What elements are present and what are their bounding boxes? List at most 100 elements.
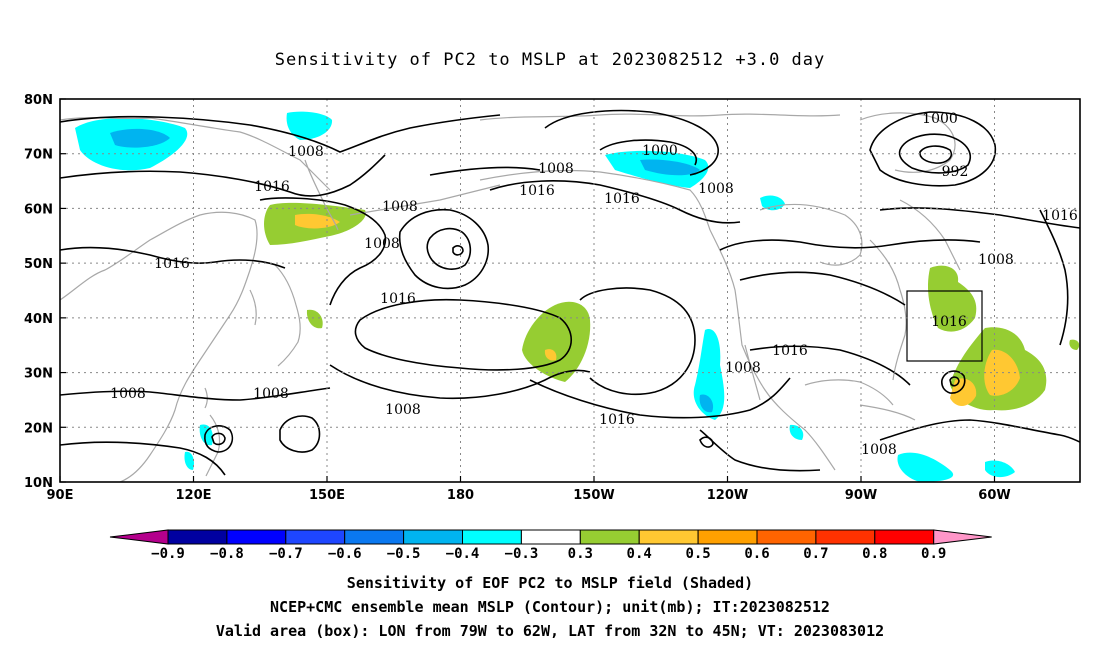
contour-1008-trop2 (60, 441, 226, 476)
contour-1008-okhotsk (259, 197, 387, 306)
contour-typhoon-inner (211, 432, 226, 446)
contour-greenland-992 (898, 133, 971, 174)
contour-1016-center (579, 287, 696, 396)
colorbar-swatch (403, 529, 464, 545)
chart-title: Sensitivity of PC2 to MSLP at 2023082512… (274, 50, 826, 70)
neg-region-atlantic (985, 460, 1015, 478)
contour-low-pacific-inner (426, 227, 472, 270)
contour-labels: 1008 1016 1008 1008 1016 1016 1008 1008 1000 1008… (110, 111, 1078, 458)
contour-label: 1008 (725, 360, 761, 376)
neg-region-alaska-inner (640, 159, 700, 176)
colorbar-label: 0.5 (685, 546, 710, 562)
contour-1008-small (699, 436, 714, 448)
contour-label: 1016 (154, 256, 190, 272)
contour-alaska-low (544, 109, 719, 176)
neg-region-mexico-inner (699, 394, 714, 413)
coast-cuba (859, 404, 916, 421)
colorbar-label: −0.7 (269, 546, 303, 562)
neg-region-carib (897, 452, 954, 482)
contour-1016-mid (489, 180, 741, 224)
colorbar-swatch (285, 529, 346, 545)
lon-label: 90E (47, 488, 74, 503)
contour-canada2 (739, 271, 906, 306)
colorbar-swatch (344, 529, 405, 545)
contour-1016-nw (60, 154, 386, 197)
colorbar-label: −0.8 (210, 546, 244, 562)
lon-label: 120W (707, 488, 748, 503)
contour-label: 1016 (380, 291, 416, 307)
lon-label: 90W (845, 488, 877, 503)
contour-east-1016 (879, 207, 1080, 229)
colorbar-label: −0.6 (328, 546, 362, 562)
coast-korea (249, 289, 257, 326)
contour-hurricane-inner (949, 376, 960, 387)
colorbar-swatch (874, 529, 935, 545)
contour-hurricane (941, 370, 966, 394)
contour-canada (719, 239, 981, 251)
neg-region-scs (184, 451, 195, 470)
colorbar-swatch (226, 529, 287, 545)
contour-label: 1016 (599, 412, 635, 428)
neg-region-philippines (199, 424, 213, 446)
contour-label: 1008 (538, 161, 574, 177)
contour-label: 1016 (254, 179, 290, 195)
pos-region-atl-small (1069, 339, 1080, 350)
contour-greenland-inner (919, 145, 953, 164)
coast-hudson (759, 203, 863, 266)
colorbar-swatch (520, 529, 581, 545)
colorbar-label: 0.6 (744, 546, 769, 562)
colorbar-label: 0.8 (862, 546, 887, 562)
mslp-contours (60, 109, 1080, 476)
neg-region-siberia-inner (110, 128, 170, 148)
contour-label: 1000 (922, 111, 958, 127)
colorbar-label: −0.3 (505, 546, 539, 562)
contour-1000 (599, 139, 697, 166)
coast-labrador (899, 199, 961, 271)
pos-region-japan2 (306, 309, 323, 329)
contour-1008-nw (60, 114, 501, 153)
contour-low-pacific (398, 208, 490, 290)
colorbar-label: 0.3 (568, 546, 593, 562)
colorbar-swatch (756, 529, 817, 545)
colorbar-swatch (638, 529, 699, 545)
coast-baja (744, 344, 761, 401)
contour-low-pacific-core (452, 245, 464, 256)
latitude-labels: 80N 70N 60N 50N 40N 30N 20N 10N (24, 93, 66, 491)
colorbar-label: 0.9 (921, 546, 946, 562)
contour-label: 1016 (519, 183, 555, 199)
colorbar-label: 0.4 (627, 546, 652, 562)
contour-label: 1016 (1042, 208, 1078, 224)
contour-label: 1016 (604, 191, 640, 207)
contour-label: 1008 (698, 181, 734, 197)
grid-lines (60, 99, 1080, 482)
colorbar-right-arrow (933, 529, 992, 545)
contour-1008-atl (879, 419, 1080, 443)
caption-shading: Sensitivity of EOF PC2 to MSLP field (Sh… (346, 574, 754, 592)
lat-label: 40N (24, 312, 53, 327)
contour-typhoon (204, 425, 234, 453)
coast-japan (274, 264, 301, 367)
contour-label: 1016 (931, 314, 967, 330)
colorbar-label: −0.4 (446, 546, 480, 562)
contour-label: 1008 (385, 402, 421, 418)
contour-label: 1008 (364, 236, 400, 252)
colorbar-swatch (579, 529, 640, 545)
colorbar-swatch (815, 529, 876, 545)
contour-atlantic-high (1039, 209, 1069, 346)
contour-label: 1008 (288, 144, 324, 160)
coast-siberia (60, 117, 331, 191)
coast-alaska (479, 169, 711, 231)
neg-region-canada (760, 195, 785, 211)
contour-1016-pacific (60, 246, 286, 269)
neg-region-kamchatka (286, 111, 333, 140)
contour-label: 1000 (642, 143, 678, 159)
colorbar-label: 0.7 (803, 546, 828, 562)
contour-1016-south (329, 364, 591, 400)
valid-area-box (906, 290, 983, 362)
lat-label: 70N (24, 148, 53, 163)
lon-label: 180 (447, 488, 474, 503)
lon-label: 150E (309, 488, 345, 503)
contour-label: 992 (942, 164, 969, 180)
colorbar-label: −0.9 (151, 546, 185, 562)
contour-1016-eq (529, 377, 791, 419)
